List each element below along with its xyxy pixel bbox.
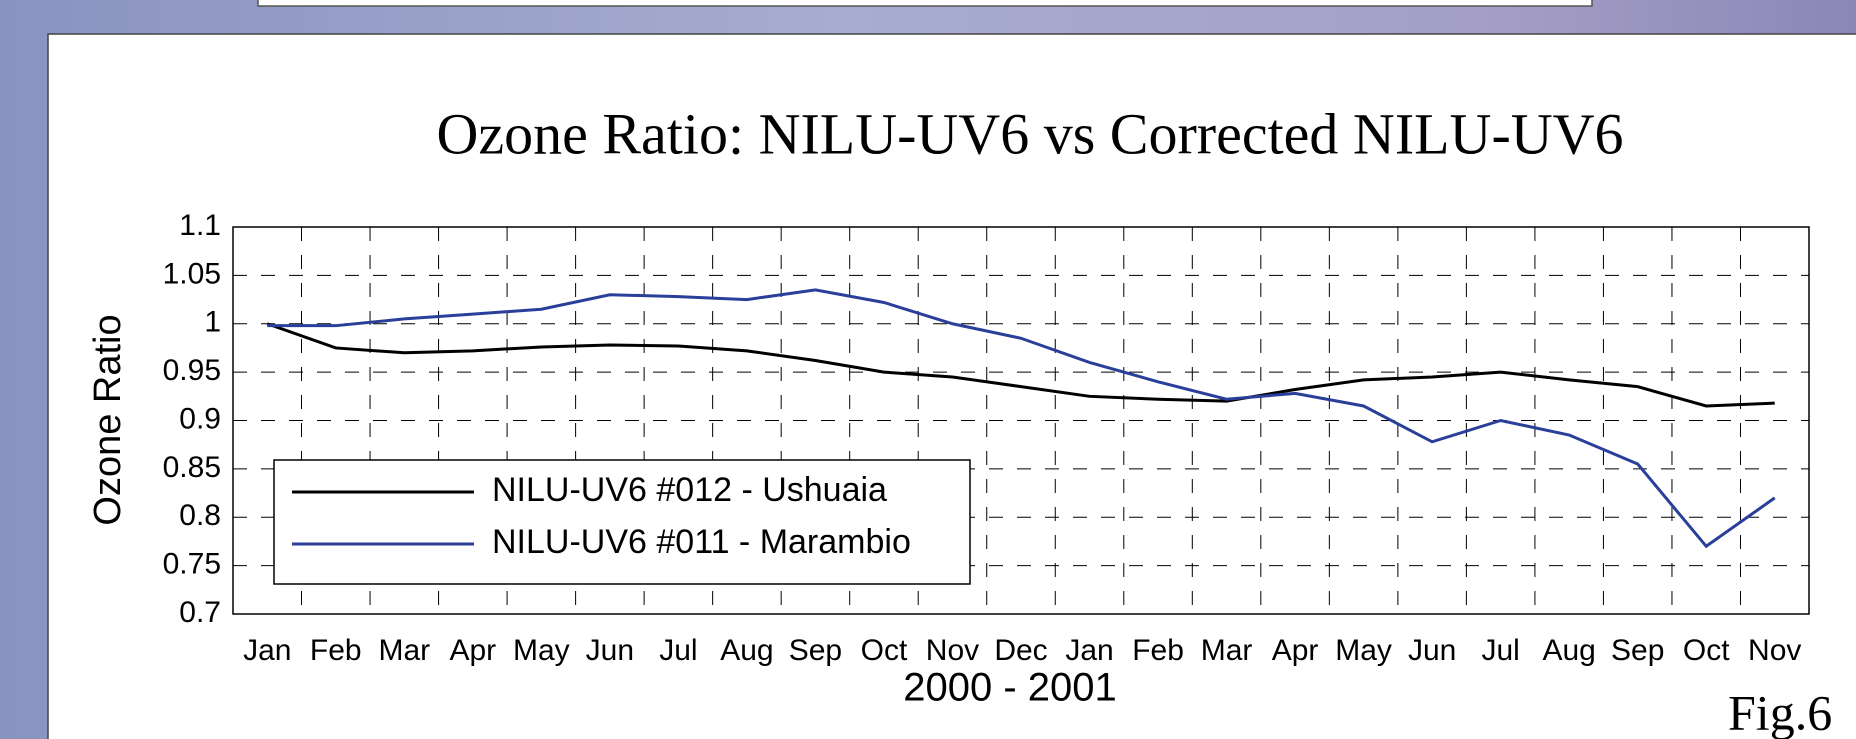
x-tick-label: Mar [378, 634, 430, 667]
x-tick-label: Jun [586, 634, 634, 667]
y-axis-label: Ozone Ratio [87, 314, 129, 525]
figure-label: Fig.6 [1728, 684, 1832, 739]
x-tick-label: May [1335, 634, 1392, 667]
x-tick-label: Sep [1611, 634, 1664, 667]
series-line [267, 288, 1776, 549]
x-tick-label: Jan [1065, 634, 1113, 667]
y-tick-label: 0.7 [179, 596, 221, 629]
x-tick-label: Oct [861, 634, 908, 667]
y-tick-label: 0.75 [163, 548, 221, 581]
y-tick-label: 0.9 [179, 402, 221, 435]
y-tick-label: 1 [204, 306, 221, 339]
x-tick-label: Feb [310, 634, 362, 667]
legend-label: NILU-UV6 #012 - Ushuaia [492, 471, 887, 509]
top-box [257, 0, 1593, 7]
x-tick-label: Jul [659, 634, 697, 667]
x-tick-label: Jul [1481, 634, 1519, 667]
legend-box [273, 459, 971, 585]
x-tick-label: Feb [1132, 634, 1184, 667]
x-tick-label: Sep [789, 634, 842, 667]
x-tick-label: Aug [1542, 634, 1595, 667]
series-line [266, 322, 1775, 408]
y-tick-label: 1.05 [163, 257, 221, 290]
legend-label: NILU-UV6 #011 - Marambio [492, 523, 911, 561]
x-tick-label: Apr [449, 634, 496, 667]
x-axis-label: 2000 - 2001 [903, 666, 1117, 710]
x-tick-label: Nov [926, 634, 979, 667]
x-tick-label: Jan [243, 634, 291, 667]
x-tick-label: May [513, 634, 570, 667]
y-tick-label: 0.8 [179, 499, 221, 532]
chart-title: Ozone Ratio: NILU-UV6 vs Corrected NILU-… [436, 101, 1623, 166]
x-tick-label: Aug [720, 634, 773, 667]
y-tick-label: 1.1 [179, 209, 221, 242]
x-tick-label: Dec [994, 634, 1047, 667]
y-tick-label: 0.95 [163, 354, 221, 387]
x-tick-label: Oct [1683, 634, 1730, 667]
x-tick-label: Nov [1748, 634, 1801, 667]
y-tick-label: 0.85 [163, 451, 221, 484]
x-tick-label: Apr [1272, 634, 1319, 667]
x-tick-label: Mar [1201, 634, 1253, 667]
x-tick-label: Jun [1408, 634, 1456, 667]
